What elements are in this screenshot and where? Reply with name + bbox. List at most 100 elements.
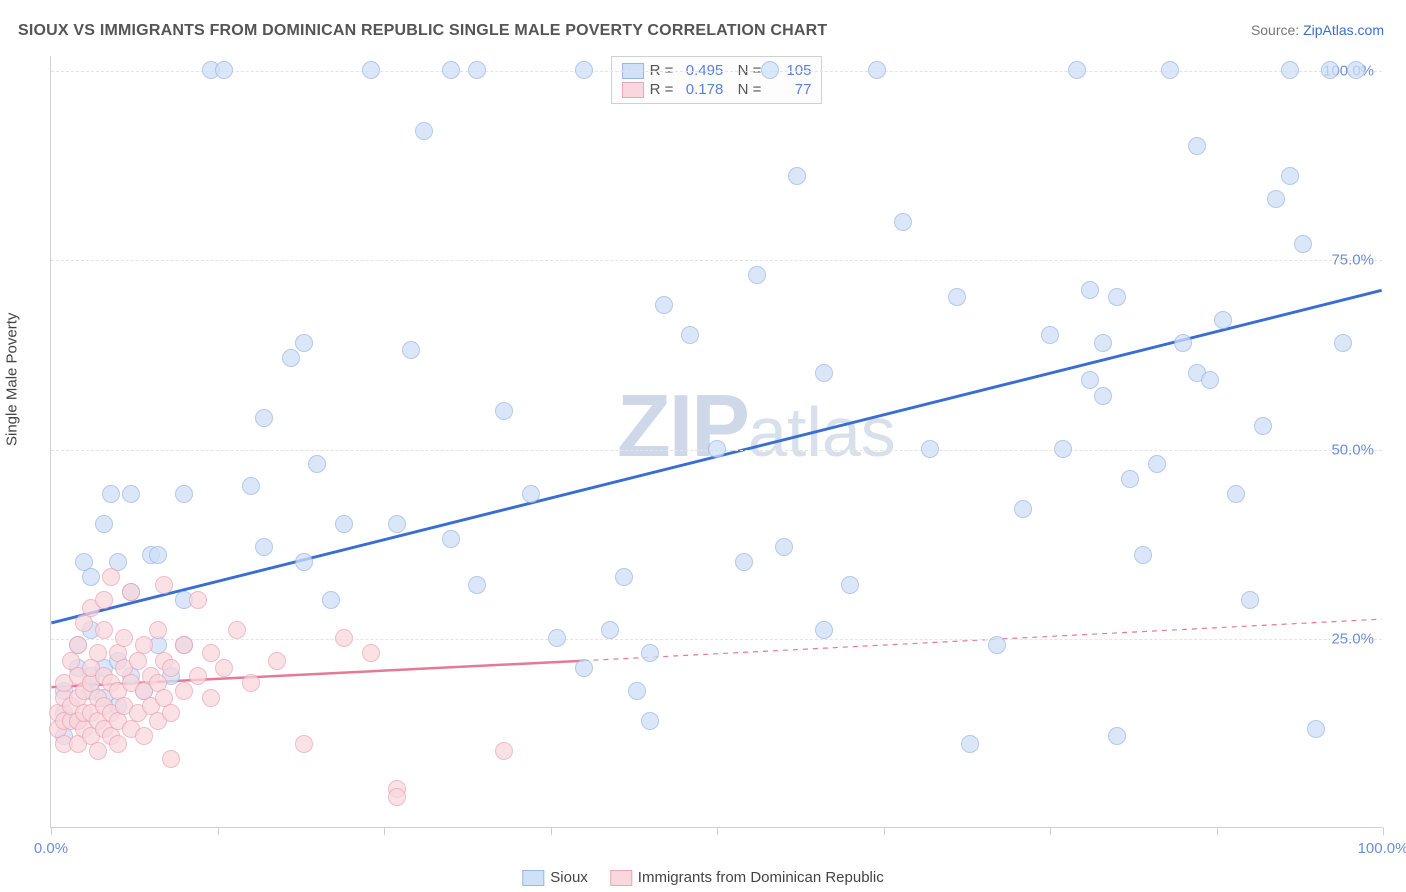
data-point [1148,455,1166,473]
data-point [1347,61,1365,79]
chart-area: ZIPatlas R =0.495 N =105R =0.178 N =77 2… [50,56,1382,828]
data-point [335,515,353,533]
data-point [1254,417,1272,435]
x-tick [1217,827,1218,835]
data-point [1094,387,1112,405]
x-tick [551,827,552,835]
data-point [761,61,779,79]
data-point [388,515,406,533]
data-point [641,644,659,662]
data-point [202,689,220,707]
data-point [109,735,127,753]
y-axis-label: Single Male Poverty [4,313,21,446]
data-point [95,591,113,609]
data-point [575,61,593,79]
data-point [255,538,273,556]
data-point [135,636,153,654]
data-point [1294,235,1312,253]
data-point [255,409,273,427]
data-point [89,644,107,662]
x-tick [1383,827,1384,835]
x-tick [884,827,885,835]
data-point [1068,61,1086,79]
data-point [921,440,939,458]
data-point [89,742,107,760]
data-point [189,667,207,685]
data-point [102,485,120,503]
series-legend: SiouxImmigrants from Dominican Republic [522,869,883,886]
legend-item: Sioux [522,869,588,886]
source-link[interactable]: ZipAtlas.com [1303,22,1384,38]
data-point [308,455,326,473]
data-point [322,591,340,609]
gridline [51,71,1382,72]
data-point [268,652,286,670]
data-point [641,712,659,730]
data-point [362,644,380,662]
r-label: R = [650,81,674,98]
x-tick [51,827,52,835]
data-point [468,61,486,79]
x-tick [218,827,219,835]
data-point [601,621,619,639]
data-point [1094,334,1112,352]
data-point [615,568,633,586]
data-point [708,440,726,458]
data-point [1334,334,1352,352]
x-tick [1050,827,1051,835]
data-point [1041,326,1059,344]
x-tick-label: 100.0% [1358,840,1406,857]
data-point [228,621,246,639]
data-point [468,576,486,594]
correlation-legend: R =0.495 N =105R =0.178 N =77 [611,56,823,104]
data-point [628,682,646,700]
data-point [102,568,120,586]
data-point [162,659,180,677]
gridline [51,639,1382,640]
y-tick-label: 50.0% [1331,441,1374,458]
data-point [122,583,140,601]
data-point [155,576,173,594]
data-point [1227,485,1245,503]
data-point [1054,440,1072,458]
data-point [175,485,193,503]
x-tick-label: 0.0% [34,840,68,857]
data-point [961,735,979,753]
data-point [69,636,87,654]
data-point [202,644,220,662]
source-attribution: Source: ZipAtlas.com [1251,22,1384,38]
data-point [575,659,593,677]
data-point [335,629,353,647]
data-point [1281,167,1299,185]
data-point [1281,61,1299,79]
data-point [735,553,753,571]
data-point [82,568,100,586]
data-point [162,704,180,722]
data-point [135,727,153,745]
n-label: N = [729,81,761,98]
data-point [215,61,233,79]
data-point [815,621,833,639]
data-point [149,621,167,639]
data-point [1081,281,1099,299]
data-point [655,296,673,314]
data-point [162,750,180,768]
chart-title: SIOUX VS IMMIGRANTS FROM DOMINICAN REPUB… [18,22,827,40]
y-tick-label: 75.0% [1331,252,1374,269]
data-point [95,515,113,533]
data-point [95,621,113,639]
data-point [242,674,260,692]
data-point [1081,371,1099,389]
data-point [1307,720,1325,738]
n-value: 77 [767,81,811,98]
data-point [1108,288,1126,306]
data-point [149,546,167,564]
data-point [1108,727,1126,745]
data-point [868,61,886,79]
data-point [1188,137,1206,155]
data-point [115,629,133,647]
data-point [1201,371,1219,389]
correlation-legend-row: R =0.178 N =77 [622,80,812,99]
data-point [189,591,207,609]
x-tick [717,827,718,835]
